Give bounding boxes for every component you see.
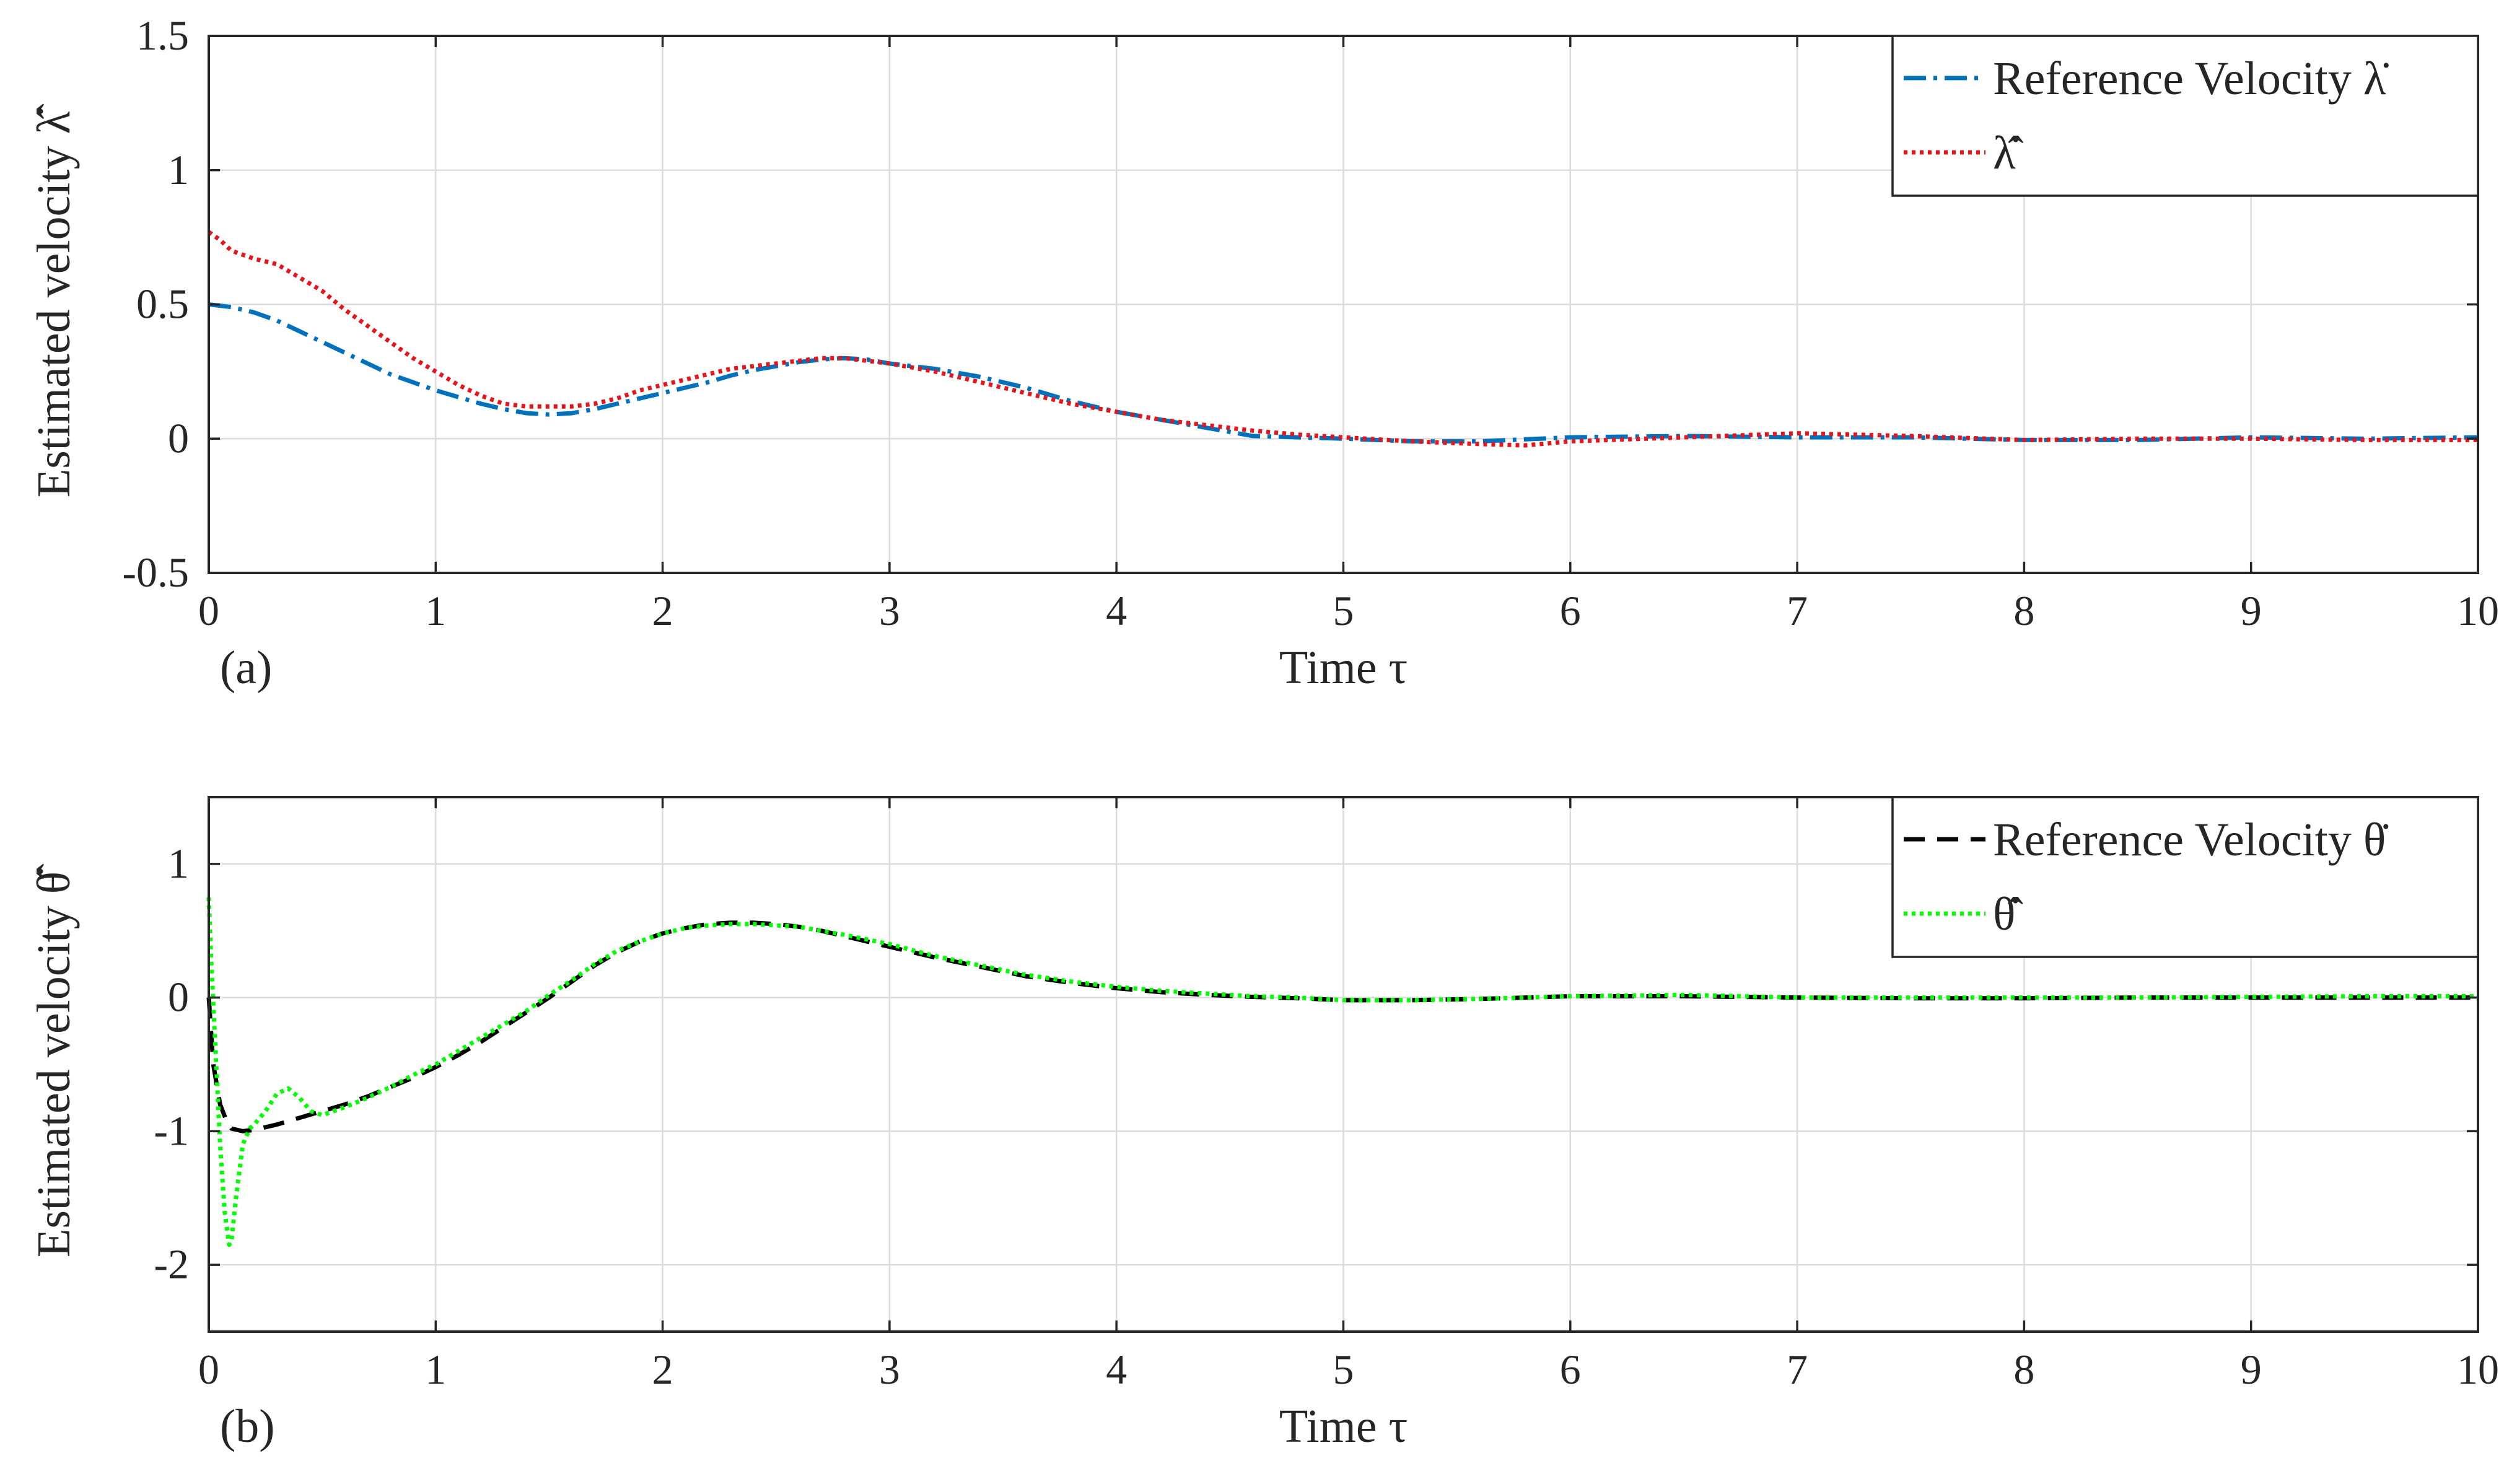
legend-a: Reference Velocity λ̇ λ̂̇ — [1891, 35, 2479, 197]
x-tick-label-b-3: 3 — [879, 1346, 900, 1393]
series-line-b-1 — [206, 897, 2478, 1247]
panel-label-b: (b) — [220, 1400, 275, 1452]
x-tick-label-a-10: 10 — [2457, 587, 2499, 634]
y-tick-label-a-4: 1.5 — [136, 12, 189, 59]
x-axis-title-b: Time τ — [1279, 1400, 1407, 1452]
panel-b: 0 1 2 3 4 5 6 7 8 9 10 -2 -1 0 1 Time τ Estimated velo… — [28, 796, 2499, 1452]
x-tick-label-a-4: 4 — [1106, 587, 1127, 634]
y-axis-title-a: Estimated velocity λ̂̇ — [28, 103, 80, 498]
legend-label-b-0: Reference Velocity θ̇ — [1993, 814, 2389, 866]
x-tick-label-b-7: 7 — [1787, 1346, 1808, 1393]
x-tick-label-a-6: 6 — [1560, 587, 1581, 634]
y-tick-label-b-1: -1 — [154, 1107, 189, 1154]
y-tick-label-b-3: 1 — [168, 840, 189, 887]
y-tick-label-b-0: -2 — [154, 1241, 189, 1288]
x-tick-label-a-9: 9 — [2241, 587, 2262, 634]
series-a — [207, 230, 2479, 448]
series-line-a-0 — [208, 302, 2479, 444]
x-tick-label-a-0: 0 — [198, 587, 219, 634]
panel-a: 0 1 2 3 4 5 6 7 8 9 10-0.500.511.5 Time τ Estimate… — [28, 12, 2499, 694]
x-tick-label-b-5: 5 — [1333, 1346, 1354, 1393]
legend-b: Reference Velocity θ̇ θ̂̇ — [1891, 796, 2479, 958]
ticks-a: 0 1 2 3 4 5 6 7 8 9 10-0.500.511.5 — [122, 12, 2499, 634]
series-line-a-1 — [207, 230, 2478, 448]
y-tick-label-a-3: 1 — [168, 146, 189, 193]
x-tick-label-b-2: 2 — [652, 1346, 673, 1393]
x-tick-label-a-2: 2 — [652, 587, 673, 634]
x-tick-label-a-1: 1 — [425, 587, 446, 634]
ticks-b: 0 1 2 3 4 5 6 7 8 9 10 -2 -1 0 1 — [154, 797, 2499, 1393]
y-axis-title-b: Estimated velocity θ̂̇ — [28, 863, 80, 1257]
y-tick-label-a-2: 0.5 — [136, 281, 189, 328]
panel-label-a: (a) — [220, 642, 272, 694]
x-tick-label-a-7: 7 — [1787, 587, 1808, 634]
x-tick-label-a-3: 3 — [879, 587, 900, 634]
legend-box-b — [1891, 796, 2479, 958]
series-b — [206, 897, 2478, 1247]
y-tick-label-a-0: -0.5 — [122, 549, 189, 596]
y-tick-label-a-1: 0 — [168, 414, 189, 461]
x-tick-label-b-8: 8 — [2013, 1346, 2034, 1393]
x-axis-title-a: Time τ — [1279, 642, 1407, 694]
y-tick-label-b-2: 0 — [168, 974, 189, 1021]
x-tick-label-b-4: 4 — [1106, 1346, 1127, 1393]
x-tick-label-a-8: 8 — [2013, 587, 2034, 634]
x-tick-label-b-1: 1 — [425, 1346, 446, 1393]
x-tick-label-b-0: 0 — [198, 1346, 219, 1393]
legend-box-a — [1891, 35, 2479, 197]
x-tick-label-b-9: 9 — [2241, 1346, 2262, 1393]
x-tick-label-a-5: 5 — [1333, 587, 1354, 634]
x-tick-label-b-6: 6 — [1560, 1346, 1581, 1393]
legend-label-a-0: Reference Velocity λ̇ — [1993, 53, 2389, 105]
x-tick-label-b-10: 10 — [2457, 1346, 2499, 1393]
